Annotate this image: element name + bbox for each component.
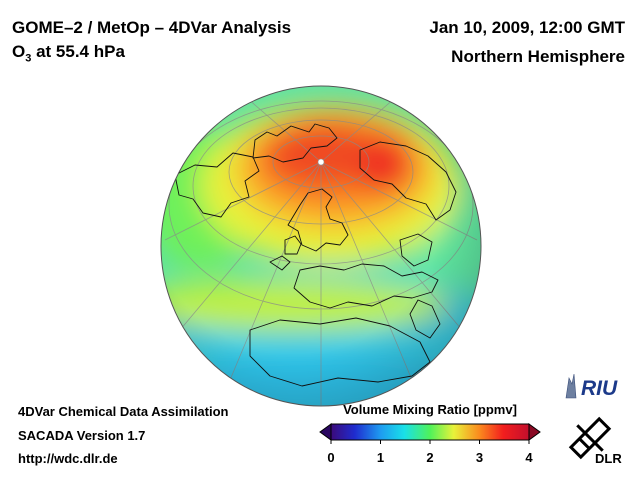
globe-outline (160, 85, 482, 407)
colorbar-tick-4: 4 (525, 450, 533, 465)
north-pole-marker (317, 158, 325, 166)
colorbar (319, 423, 541, 444)
footer-method: 4DVar Chemical Data Assimilation (18, 404, 229, 419)
ozone-field (161, 86, 481, 406)
colorbar-tick-2: 2 (426, 450, 434, 465)
footer-url: http://wdc.dlr.de (18, 451, 118, 466)
date-time: Jan 10, 2009, 12:00 GMT (429, 18, 625, 37)
species-label: O3 at 55.4 hPa (12, 42, 125, 65)
colorbar-title: Volume Mixing Ratio [ppmv] (343, 402, 517, 417)
riu-logo: RIU (565, 373, 618, 400)
footer-version: SACADA Version 1.7 (18, 428, 146, 443)
colorbar-min-arrow (319, 423, 332, 441)
svg-text:DLR: DLR (595, 451, 622, 466)
svg-text:RIU: RIU (581, 377, 618, 400)
colorbar-tick-3: 3 (475, 450, 484, 465)
colorbar-max-arrow (528, 423, 541, 441)
colorbar-tick-1: 1 (376, 450, 385, 465)
colorbar-tick-0: 0 (327, 450, 335, 465)
map-title: GOME–2 / MetOp – 4DVar Analysis (12, 18, 292, 37)
dlr-logo: DLR (568, 416, 622, 466)
region-label: Northern Hemisphere (451, 47, 625, 66)
